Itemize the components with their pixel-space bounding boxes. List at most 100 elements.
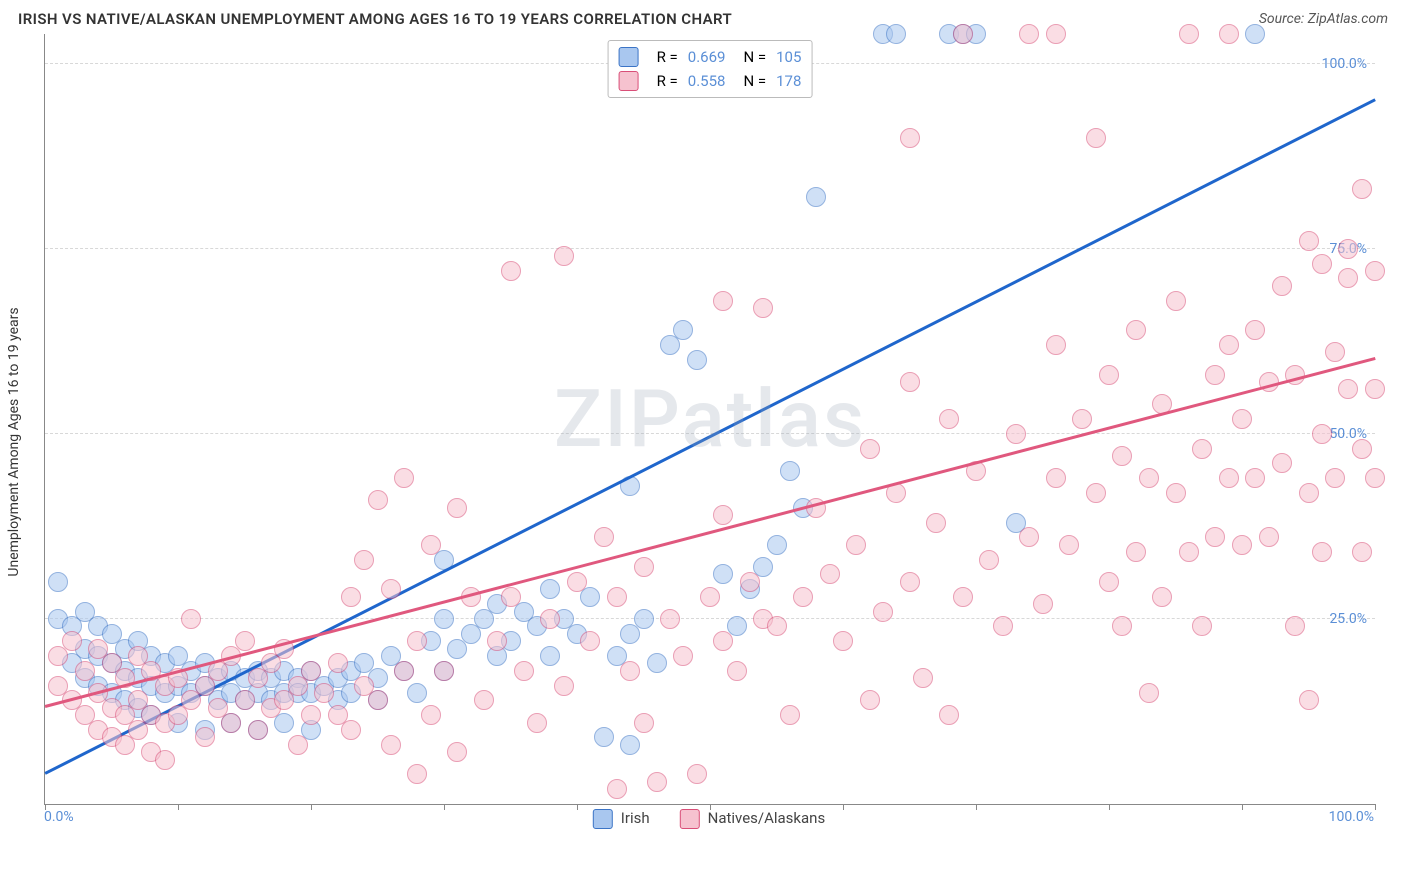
- scatter-point: [753, 298, 773, 318]
- scatter-point: [1139, 468, 1159, 488]
- scatter-point: [540, 646, 560, 666]
- legend-swatch: [680, 809, 700, 829]
- scatter-point: [1126, 542, 1146, 562]
- y-tick-label: 100.0%: [1322, 56, 1367, 72]
- scatter-point: [1259, 527, 1279, 547]
- scatter-point: [421, 535, 441, 555]
- x-axis-max-label: 100.0%: [1329, 809, 1374, 825]
- scatter-point: [1099, 572, 1119, 592]
- scatter-point: [1312, 254, 1332, 274]
- scatter-point: [1312, 542, 1332, 562]
- scatter-point: [673, 646, 693, 666]
- legend-r-value: 0.669: [688, 45, 726, 69]
- scatter-point: [354, 550, 374, 570]
- scatter-point: [341, 720, 361, 740]
- legend-swatch: [619, 47, 639, 67]
- scatter-point: [301, 705, 321, 725]
- scatter-point: [939, 409, 959, 429]
- y-tick-label: 25.0%: [1329, 611, 1367, 627]
- scatter-point: [993, 616, 1013, 636]
- scatter-point: [1245, 24, 1265, 44]
- scatter-point: [660, 609, 680, 629]
- scatter-point: [793, 587, 813, 607]
- scatter-point: [540, 579, 560, 599]
- scatter-point: [1365, 261, 1385, 281]
- scatter-point: [820, 564, 840, 584]
- scatter-point: [301, 661, 321, 681]
- scatter-point: [913, 668, 933, 688]
- trend-line: [44, 98, 1375, 774]
- scatter-point: [235, 690, 255, 710]
- trend-line: [45, 357, 1376, 707]
- scatter-point: [634, 713, 654, 733]
- scatter-point: [1272, 276, 1292, 296]
- scatter-point: [181, 609, 201, 629]
- scatter-point: [368, 690, 388, 710]
- scatter-point: [554, 246, 574, 266]
- scatter-point: [314, 683, 334, 703]
- scatter-point: [673, 320, 693, 340]
- scatter-point: [514, 661, 534, 681]
- scatter-point: [860, 439, 880, 459]
- legend-n-label: N =: [743, 45, 766, 69]
- scatter-point: [873, 602, 893, 622]
- legend-r-value: 0.558: [688, 69, 726, 93]
- scatter-point: [1046, 468, 1066, 488]
- legend-swatch: [593, 809, 613, 829]
- scatter-point: [727, 661, 747, 681]
- scatter-point: [487, 631, 507, 651]
- legend-r-label: R =: [657, 69, 678, 93]
- scatter-point: [713, 291, 733, 311]
- scatter-point: [1325, 342, 1345, 362]
- scatter-point: [1086, 128, 1106, 148]
- scatter-point: [886, 24, 906, 44]
- scatter-point: [634, 609, 654, 629]
- scatter-point: [647, 653, 667, 673]
- grid-line: [45, 618, 1375, 619]
- scatter-point: [1219, 468, 1239, 488]
- scatter-point: [1299, 231, 1319, 251]
- scatter-point: [1019, 24, 1039, 44]
- scatter-point: [1272, 453, 1292, 473]
- x-axis-row: 0.0% IrishNatives/Alaskans 100.0%: [44, 809, 1374, 849]
- x-axis-legend: IrishNatives/Alaskans: [593, 809, 825, 829]
- scatter-point: [979, 550, 999, 570]
- scatter-point: [1285, 616, 1305, 636]
- scatter-point: [939, 705, 959, 725]
- scatter-point: [381, 579, 401, 599]
- scatter-point: [1072, 409, 1092, 429]
- scatter-point: [740, 572, 760, 592]
- scatter-point: [846, 535, 866, 555]
- scatter-point: [1338, 239, 1358, 259]
- scatter-point: [501, 261, 521, 281]
- legend-swatch: [619, 71, 639, 91]
- scatter-point: [713, 505, 733, 525]
- scatter-point: [607, 779, 627, 799]
- scatter-point: [1299, 483, 1319, 503]
- scatter-point: [1046, 335, 1066, 355]
- scatter-plot: ZIPatlas R =0.669N =105R =0.558N =178 25…: [44, 34, 1375, 805]
- scatter-point: [1166, 291, 1186, 311]
- scatter-point: [195, 727, 215, 747]
- x-tick: [1375, 804, 1376, 810]
- scatter-point: [767, 616, 787, 636]
- watermark: ZIPatlas: [554, 372, 866, 466]
- scatter-point: [1352, 179, 1372, 199]
- scatter-point: [1219, 24, 1239, 44]
- scatter-point: [713, 631, 733, 651]
- scatter-point: [687, 764, 707, 784]
- scatter-point: [1099, 365, 1119, 385]
- scatter-point: [368, 490, 388, 510]
- scatter-point: [341, 587, 361, 607]
- scatter-point: [221, 713, 241, 733]
- scatter-point: [501, 587, 521, 607]
- grid-line: [45, 248, 1375, 249]
- scatter-point: [594, 527, 614, 547]
- legend-n-value: 178: [776, 69, 801, 93]
- scatter-point: [1112, 616, 1132, 636]
- legend-r-label: R =: [657, 45, 678, 69]
- scatter-point: [1338, 379, 1358, 399]
- scatter-point: [1166, 483, 1186, 503]
- scatter-point: [634, 557, 654, 577]
- scatter-point: [274, 713, 294, 733]
